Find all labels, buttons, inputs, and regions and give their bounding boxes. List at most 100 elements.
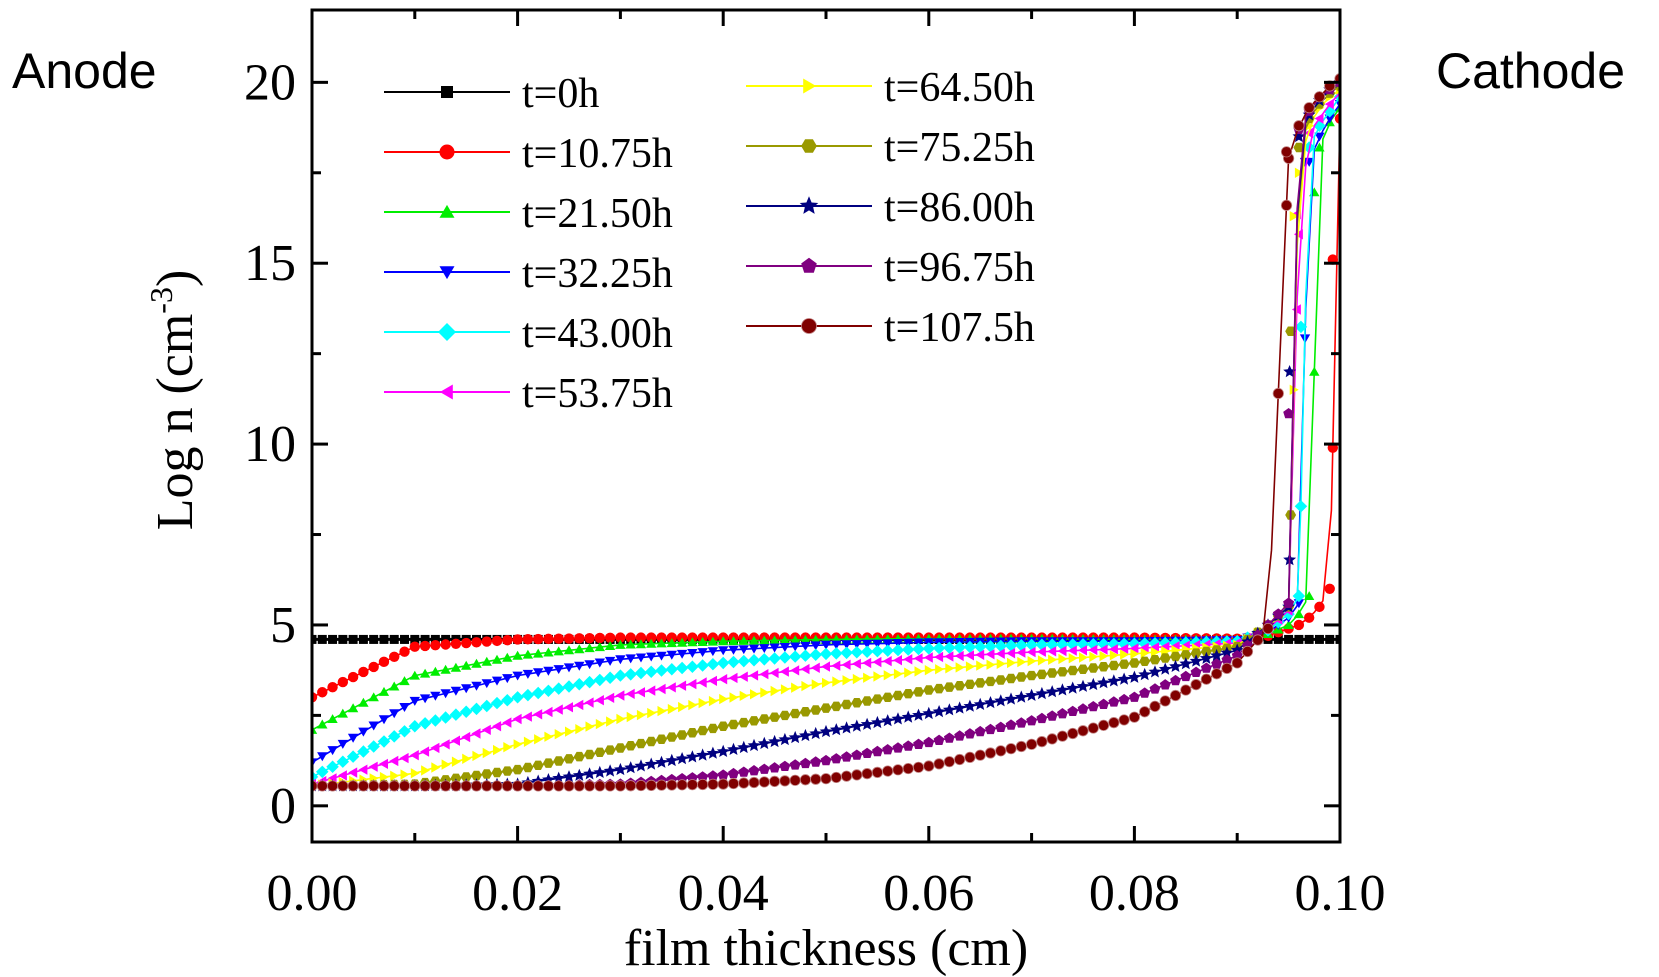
data-point <box>1086 677 1100 691</box>
data-point <box>769 635 780 645</box>
data-point <box>667 703 677 715</box>
data-point <box>840 770 853 782</box>
data-point <box>532 633 544 645</box>
data-point <box>626 711 636 723</box>
data-point <box>757 736 771 750</box>
data-point <box>666 732 678 742</box>
data-point <box>685 750 699 763</box>
data-point <box>954 650 964 662</box>
data-point <box>964 679 976 689</box>
data-point <box>584 749 595 760</box>
data-point <box>738 717 750 728</box>
data-point <box>851 658 861 669</box>
data-point <box>390 770 400 781</box>
data-point <box>562 680 576 693</box>
data-point <box>708 675 717 686</box>
data-point <box>779 710 791 721</box>
data-point <box>481 656 492 666</box>
data-point <box>768 652 781 665</box>
data-point <box>378 656 390 668</box>
data-point <box>451 735 460 746</box>
cathode-annotation: Cathode <box>1436 43 1625 99</box>
data-point <box>410 768 420 779</box>
data-point <box>738 671 748 682</box>
data-point <box>893 655 902 666</box>
data-point <box>419 694 431 704</box>
data-point <box>1169 659 1182 672</box>
data-point <box>635 653 647 663</box>
data-point <box>840 721 853 734</box>
data-point <box>389 709 400 719</box>
data-point <box>594 658 605 668</box>
data-point <box>543 758 554 768</box>
data-point <box>533 668 544 678</box>
data-point <box>1283 597 1294 608</box>
data-point <box>996 658 1006 669</box>
data-point <box>625 780 637 792</box>
data-point <box>656 651 667 661</box>
data-point <box>697 725 709 736</box>
data-point <box>861 747 873 758</box>
data-point <box>923 736 935 748</box>
data-point <box>490 696 504 710</box>
data-point <box>378 780 390 792</box>
data-point <box>615 639 626 649</box>
data-point <box>419 780 431 792</box>
data-point <box>861 639 873 649</box>
data-point <box>357 780 369 792</box>
data-point <box>1098 698 1109 709</box>
data-point <box>543 647 554 657</box>
data-point <box>871 715 884 729</box>
legend-label: t=86.00h <box>884 185 1035 231</box>
data-point <box>779 643 791 652</box>
data-point <box>729 692 739 703</box>
data-point <box>461 684 472 694</box>
data-point <box>1139 706 1151 718</box>
data-point <box>697 771 709 782</box>
data-point <box>522 762 534 773</box>
data-point <box>471 728 481 739</box>
data-point <box>944 651 954 662</box>
data-point <box>1117 672 1131 685</box>
data-point <box>553 646 564 656</box>
data-point <box>677 680 687 691</box>
data-point <box>368 692 379 702</box>
data-point <box>1098 662 1109 672</box>
data-point <box>358 727 369 737</box>
data-point <box>1283 620 1294 629</box>
data-point <box>554 729 564 740</box>
data-point <box>646 638 657 648</box>
data-point <box>1200 662 1212 673</box>
data-point <box>1159 695 1171 707</box>
legend-label: t=96.75h <box>884 245 1035 291</box>
data-point <box>491 780 503 792</box>
data-point <box>522 780 534 792</box>
data-point <box>563 754 575 764</box>
data-point <box>645 779 657 791</box>
data-point <box>543 633 554 645</box>
data-point <box>768 734 781 748</box>
data-point <box>635 639 647 649</box>
data-point <box>1108 696 1120 707</box>
data-point <box>534 734 544 745</box>
data-point <box>450 780 462 792</box>
data-point <box>728 672 738 684</box>
data-point <box>973 697 987 710</box>
data-point <box>779 760 791 771</box>
data-point <box>420 634 430 644</box>
data-point <box>1130 648 1140 660</box>
data-point <box>902 740 914 751</box>
legend-marker <box>801 139 817 153</box>
data-point <box>892 764 904 776</box>
data-point <box>790 635 801 644</box>
data-point <box>431 762 441 773</box>
data-point <box>1005 719 1017 730</box>
data-point <box>645 736 657 747</box>
data-point <box>409 670 420 680</box>
data-point <box>501 780 513 792</box>
data-point <box>513 739 523 750</box>
data-point <box>357 745 370 758</box>
data-point <box>1180 650 1192 660</box>
data-point <box>584 660 595 670</box>
series-t=107.5h <box>312 73 1340 792</box>
